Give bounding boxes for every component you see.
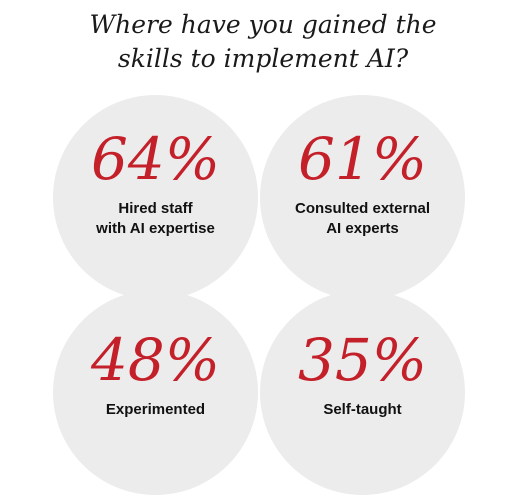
stat-label-line: Hired staff [118, 200, 193, 217]
chart-title-line-1: Where have you gained the [89, 10, 437, 39]
stat-label: Consulted external AI experts [260, 199, 465, 239]
stat-label-line: Experimented [105, 401, 206, 418]
stat-label: Hired staff with AI expertise [53, 199, 258, 239]
stat-bubble-experimented: 48% Experimented [53, 290, 258, 495]
stat-bubble-self-taught: 35% Self-taught [260, 290, 465, 495]
stat-value: 35% [298, 326, 427, 394]
chart-title-line-2: skills to implement AI? [117, 44, 409, 73]
stat-value: 48% [91, 326, 220, 394]
stat-label-line: AI experts [326, 220, 399, 237]
stat-label-line: with AI expertise [96, 220, 215, 237]
stat-bubble-consulted-experts: 61% Consulted external AI experts [260, 95, 465, 300]
stat-label-line: Self-taught [323, 401, 402, 418]
stat-label: Experimented [53, 400, 258, 420]
stat-label: Self-taught [260, 400, 465, 420]
stat-label-line: Consulted external [294, 200, 431, 217]
stat-value: 64% [91, 125, 220, 193]
chart-title: Where have you gained the skills to impl… [0, 8, 526, 76]
stat-value: 61% [298, 125, 427, 193]
stat-bubble-hired-staff: 64% Hired staff with AI expertise [53, 95, 258, 300]
